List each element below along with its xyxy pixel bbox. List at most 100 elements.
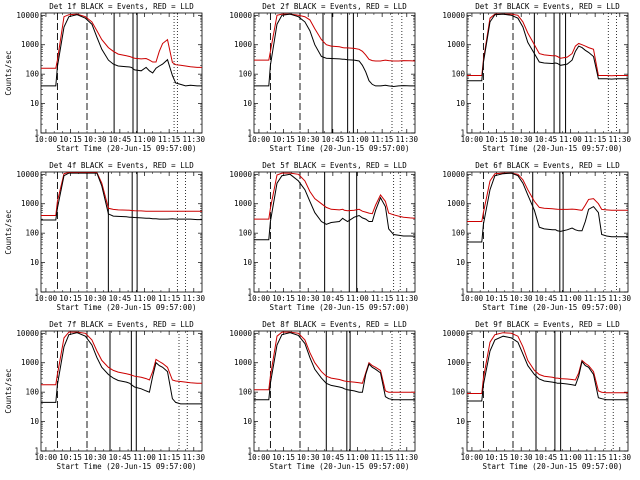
plot-frame [253,12,416,134]
y-tick-label: 100 [451,70,465,79]
x-axis-label: Start Time (20-Jun-15 09:57:00) [483,303,623,312]
y-tick-label: 100 [238,70,252,79]
y-tick-label: 1000 [21,358,40,367]
y-tick-label: 1000 [447,358,466,367]
x-tick-label: 10:00 [248,294,271,303]
y-axis-label: Counts/sec [4,368,13,413]
panel-det-6: Det 6f BLACK = Events, RED = LLD 1 10 100 10… [442,161,631,312]
x-tick-label: 11:00 [559,294,582,303]
x-tick-label: 10:30 [510,294,533,303]
y-tick-label: 10 [456,417,466,426]
x-tick-label: 10:15 [272,453,295,462]
series-events-line [254,332,415,401]
series-events-line [254,13,415,88]
panel-title: Det 7f BLACK = Events, RED = LLD [49,320,194,329]
plot-frame [40,330,203,452]
x-tick-label: 10:15 [485,294,508,303]
series-events-line [41,332,202,405]
y-tick-label: 10000 [16,11,39,20]
y-tick-label: 1 [460,288,465,297]
x-tick-label: 11:30 [608,294,631,303]
panel-det-1: Det 1f BLACK = Events, RED = LLD 1 10 100 10… [4,2,206,153]
panel-title: Det 4f BLACK = Events, RED = LLD [49,161,194,170]
x-tick-label: 10:15 [272,135,295,144]
x-tick-label: 10:00 [35,294,58,303]
y-tick-label: 10000 [229,170,252,179]
y-tick-label: 100 [238,388,252,397]
panel-title: Det 1f BLACK = Events, RED = LLD [49,2,194,11]
y-tick-label: 1000 [234,199,253,208]
x-tick-label: 10:00 [35,135,58,144]
x-tick-label: 10:45 [535,453,558,462]
x-tick-label: 10:15 [272,294,295,303]
plot-frame [40,12,203,134]
x-tick-label: 10:45 [109,135,132,144]
y-tick-label: 10 [243,417,253,426]
x-tick-label: 10:45 [322,453,345,462]
panel-title: Det 6f BLACK = Events, RED = LLD [475,161,620,170]
plot-frame [253,330,416,452]
y-tick-label: 1 [247,129,252,138]
x-axis-label: Start Time (20-Jun-15 09:57:00) [57,144,197,153]
y-axis-label: Counts/sec [4,209,13,254]
x-axis-label: Start Time (20-Jun-15 09:57:00) [57,303,197,312]
x-tick-label: 11:15 [584,135,607,144]
y-tick-label: 10000 [442,11,465,20]
y-tick-label: 10000 [16,329,39,338]
y-tick-label: 1000 [21,199,40,208]
x-axis-label: Start Time (20-Jun-15 09:57:00) [483,462,623,471]
x-tick-label: 11:30 [395,453,418,462]
panel-det-7: Det 7f BLACK = Events, RED = LLD 1 10 100 10… [4,320,206,471]
x-tick-label: 11:30 [182,294,205,303]
x-axis-label: Start Time (20-Jun-15 09:57:00) [483,144,623,153]
y-axis-label: Counts/sec [4,50,13,95]
y-tick-label: 1 [460,447,465,456]
series-events-line [467,13,628,82]
x-tick-label: 10:15 [59,453,82,462]
y-tick-label: 1000 [447,199,466,208]
plot-frame [253,171,416,293]
x-tick-label: 10:45 [535,294,558,303]
y-tick-label: 100 [238,229,252,238]
panel-title: Det 8f BLACK = Events, RED = LLD [262,320,407,329]
x-tick-label: 11:15 [584,453,607,462]
y-tick-label: 10 [243,99,253,108]
x-axis-label: Start Time (20-Jun-15 09:57:00) [57,462,197,471]
y-tick-label: 1 [247,288,252,297]
y-tick-label: 1 [460,129,465,138]
x-tick-label: 10:45 [535,135,558,144]
y-tick-label: 100 [451,229,465,238]
x-tick-label: 10:15 [59,135,82,144]
x-tick-label: 11:00 [346,294,369,303]
y-tick-label: 10 [243,258,253,267]
x-tick-label: 11:15 [158,453,181,462]
x-tick-label: 10:45 [109,453,132,462]
x-tick-label: 11:15 [371,294,394,303]
x-tick-label: 10:30 [510,453,533,462]
y-tick-label: 10000 [229,329,252,338]
series-lld-line [41,172,202,216]
panel-title: Det 5f BLACK = Events, RED = LLD [262,161,407,170]
x-tick-label: 11:15 [584,294,607,303]
x-tick-label: 10:30 [510,135,533,144]
y-tick-label: 100 [25,388,39,397]
panel-det-4: Det 4f BLACK = Events, RED = LLD 1 10 100 10… [4,161,206,312]
series-lld-line [254,172,415,220]
panel-det-3: Det 3f BLACK = Events, RED = LLD 1 10 100 10… [442,2,631,153]
panel-title: Det 3f BLACK = Events, RED = LLD [475,2,620,11]
x-tick-label: 11:00 [133,294,156,303]
series-lld-line [41,13,202,69]
x-tick-label: 10:45 [109,294,132,303]
series-lld-line [467,13,628,77]
x-tick-label: 11:30 [395,135,418,144]
x-tick-label: 11:30 [182,135,205,144]
x-tick-label: 10:30 [297,294,320,303]
x-tick-label: 11:30 [608,453,631,462]
y-tick-label: 1 [34,129,39,138]
x-tick-label: 11:00 [133,135,156,144]
x-tick-label: 10:30 [297,135,320,144]
y-tick-label: 1000 [21,40,40,49]
panel-title: Det 2f BLACK = Events, RED = LLD [262,2,407,11]
y-tick-label: 10000 [16,170,39,179]
y-tick-label: 10 [456,99,466,108]
